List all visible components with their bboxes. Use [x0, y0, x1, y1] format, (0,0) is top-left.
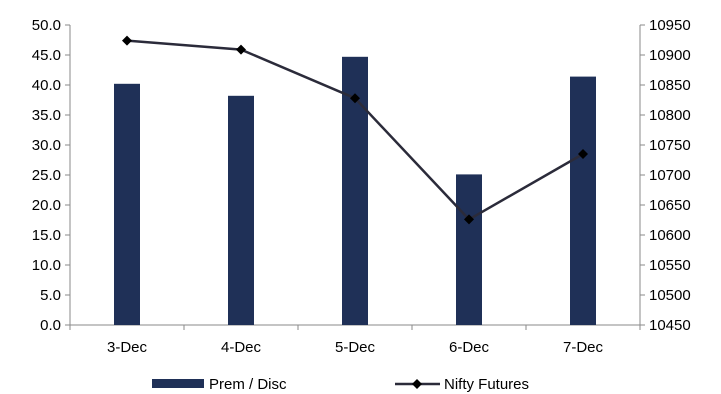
- left-tick-label: 45.0: [32, 47, 61, 64]
- left-tick-label: 5.0: [40, 287, 61, 304]
- left-tick-label: 50.0: [32, 17, 61, 34]
- bar-7-Dec: [570, 76, 596, 325]
- x-tick-label: 5-Dec: [335, 339, 376, 356]
- x-tick-label: 7-Dec: [563, 339, 604, 356]
- right-tick-label: 10700: [649, 167, 691, 184]
- x-tick-label: 4-Dec: [221, 339, 262, 356]
- right-tick-label: 10950: [649, 17, 691, 34]
- legend: Prem / Disc Nifty Futures: [152, 376, 529, 393]
- legend-label-prem-disc: Prem / Disc: [209, 376, 287, 393]
- left-axis-ticks: 0.0 5.0 10.0 15.0 20.0 25.0 30.0 35.0 40.0 45.0 50…: [32, 17, 70, 334]
- x-axis-labels: 3-Dec 4-Dec 5-Dec 6-Dec 7-Dec: [107, 339, 604, 356]
- right-tick-label: 10500: [649, 287, 691, 304]
- right-tick-label: 10450: [649, 317, 691, 334]
- left-tick-label: 35.0: [32, 107, 61, 124]
- left-tick-label: 40.0: [32, 77, 61, 94]
- right-tick-label: 10550: [649, 257, 691, 274]
- x-tick-label: 3-Dec: [107, 339, 148, 356]
- right-tick-label: 10850: [649, 77, 691, 94]
- bar-3-Dec: [114, 83, 140, 325]
- legend-diamond-marker: [412, 379, 422, 389]
- left-tick-label: 15.0: [32, 227, 61, 244]
- nifty-point-6-Dec: [464, 214, 474, 225]
- left-tick-label: 10.0: [32, 257, 61, 274]
- line-series: [122, 35, 588, 225]
- right-tick-label: 10650: [649, 197, 691, 214]
- nifty-point-5-Dec: [350, 93, 360, 104]
- right-tick-label: 10800: [649, 107, 691, 124]
- legend-bar-swatch: [152, 379, 204, 388]
- left-tick-label: 0.0: [40, 317, 61, 334]
- bar-4-Dec: [228, 95, 254, 325]
- left-tick-label: 30.0: [32, 137, 61, 154]
- right-tick-label: 10900: [649, 47, 691, 64]
- left-tick-label: 20.0: [32, 197, 61, 214]
- bar-6-Dec: [456, 174, 482, 325]
- nifty-point-3-Dec: [122, 35, 132, 46]
- right-tick-label: 10600: [649, 227, 691, 244]
- bar-series: [114, 56, 596, 326]
- nifty-point-4-Dec: [236, 44, 246, 55]
- x-tick-label: 6-Dec: [449, 339, 490, 356]
- legend-label-nifty-futures: Nifty Futures: [444, 376, 529, 393]
- nifty-point-7-Dec: [578, 149, 588, 159]
- left-tick-label: 25.0: [32, 167, 61, 184]
- right-tick-label: 10750: [649, 137, 691, 154]
- right-axis-ticks: 10450 10500 10550 10600 10650 10700 10750 10800…: [640, 17, 691, 334]
